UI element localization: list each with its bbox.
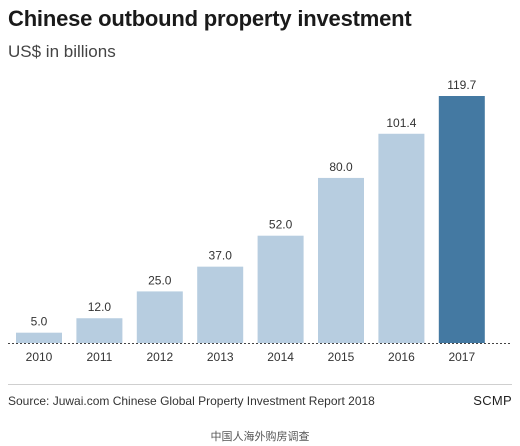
brand-logo: SCMP (473, 393, 512, 408)
bar-2017 (438, 96, 485, 343)
data-label-2014: 52.0 (269, 218, 293, 232)
x-tick-2011: 2011 (86, 350, 112, 364)
x-tick-2010: 2010 (26, 350, 53, 364)
data-label-2017: 119.7 (447, 78, 476, 92)
bar-2014 (257, 235, 304, 343)
data-label-2015: 80.0 (329, 160, 353, 174)
bar-2011 (76, 318, 123, 343)
data-label-2010: 5.0 (31, 315, 48, 329)
x-tick-2016: 2016 (388, 350, 415, 364)
x-tick-2015: 2015 (328, 350, 355, 364)
x-tick-2013: 2013 (207, 350, 234, 364)
bar-2016 (378, 133, 425, 343)
image-caption: 中国人海外购房调查 (210, 430, 310, 443)
bar-2010 (16, 332, 62, 343)
data-label-2013: 37.0 (209, 249, 233, 263)
bar-2015 (318, 177, 364, 343)
chart-title: Chinese outbound property investment (8, 6, 412, 31)
data-label-2011: 12.0 (88, 300, 112, 314)
footer-divider (8, 384, 512, 385)
bar-2013 (197, 266, 244, 343)
x-tick-2017: 2017 (448, 350, 475, 364)
x-tick-2014: 2014 (267, 350, 294, 364)
x-tick-2012: 2012 (146, 350, 173, 364)
chart-subtitle: US$ in billions (8, 42, 116, 61)
bar-chart: 5.0 2010 12.0 2011 25.0 2012 37.0 2013 52.0 2014 8… (8, 78, 512, 364)
source-note: Source: Juwai.com Chinese Global Propert… (8, 394, 375, 408)
data-label-2012: 25.0 (148, 273, 172, 287)
data-label-2016: 101.4 (386, 116, 416, 130)
bar-2012 (136, 291, 183, 343)
